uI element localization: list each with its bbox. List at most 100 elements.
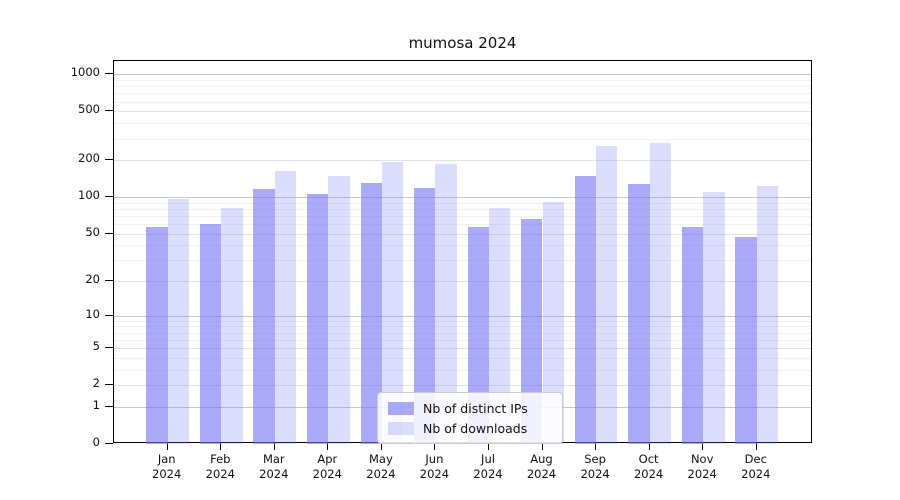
legend-item-downloads: Nb of downloads — [388, 418, 552, 438]
x-tick-label-jun: Jun 2024 — [419, 452, 450, 481]
gridline-100 — [114, 197, 811, 199]
x-tick-may — [380, 443, 382, 450]
bar-distinct-ips-jan — [146, 226, 168, 444]
y-tick-label-2: 2 — [92, 376, 100, 391]
y-tick-1 — [105, 405, 113, 407]
legend-label-distinct-ips: Nb of distinct IPs — [423, 400, 528, 416]
y-tick-label-100: 100 — [78, 188, 100, 203]
x-tick-label-apr: Apr 2024 — [312, 452, 342, 481]
bar-downloads-nov — [703, 192, 725, 444]
x-tick-label-jul: Jul 2024 — [473, 452, 503, 481]
bar-distinct-ips-aug — [521, 219, 543, 444]
x-tick-aug — [541, 443, 543, 450]
gridline-7 — [114, 332, 811, 334]
gridline-70 — [114, 215, 811, 217]
legend: Nb of distinct IPs Nb of downloads — [377, 392, 563, 444]
x-tick-mar — [273, 443, 275, 450]
x-tick-feb — [220, 443, 222, 450]
x-tick-jul — [488, 443, 489, 450]
gridline-40 — [114, 245, 811, 247]
gridline-6 — [114, 339, 811, 341]
x-tick-label-sep: Sep 2024 — [580, 452, 610, 481]
bar-downloads-sep — [596, 145, 618, 444]
y-tick-label-200: 200 — [78, 151, 100, 166]
y-tick-label-1: 1 — [92, 397, 100, 412]
bar-downloads-jul — [489, 207, 511, 444]
gridline-700 — [114, 93, 811, 95]
y-tick-0 — [105, 443, 113, 444]
bar-distinct-ips-dec — [735, 236, 757, 444]
gridline-60 — [114, 224, 811, 225]
bar-distinct-ips-sep — [574, 176, 597, 444]
x-tick-label-aug: Aug 2024 — [526, 452, 557, 481]
y-tick-500 — [105, 110, 113, 112]
legend-item-distinct-ips: Nb of distinct IPs — [388, 398, 552, 418]
bar-downloads-jun — [435, 164, 457, 444]
gridline-300 — [114, 138, 811, 140]
gridline-3 — [114, 369, 811, 371]
bar-distinct-ips-oct — [628, 184, 650, 444]
x-tick-apr — [327, 443, 329, 450]
y-tick-label-0: 0 — [92, 435, 100, 449]
bar-downloads-apr — [328, 175, 350, 444]
gridline-30 — [114, 260, 811, 262]
gridline-200 — [114, 160, 811, 162]
x-tick-sep — [595, 443, 597, 450]
gridline-80 — [114, 208, 811, 210]
gridline-50 — [114, 233, 811, 235]
y-tick-100 — [105, 196, 113, 198]
x-tick-label-mar: Mar 2024 — [259, 452, 289, 481]
gridline-10 — [114, 315, 811, 317]
gridline-9 — [114, 320, 811, 322]
bar-downloads-oct — [649, 142, 671, 444]
y-tick-20 — [105, 280, 113, 282]
x-tick-label-nov: Nov 2024 — [687, 452, 717, 481]
y-tick-50 — [105, 232, 113, 234]
gridline-400 — [114, 123, 811, 125]
gridline-90 — [114, 202, 811, 204]
y-tick-label-1000: 1000 — [70, 65, 100, 80]
bar-downloads-aug — [542, 201, 564, 444]
bar-distinct-ips-jun — [414, 188, 436, 444]
x-tick-oct — [648, 443, 650, 450]
gridline-8 — [114, 326, 811, 328]
y-tick-10 — [105, 314, 113, 316]
gridline-2 — [114, 385, 811, 387]
x-tick-label-jan: Jan 2024 — [152, 452, 182, 481]
x-tick-jan — [166, 443, 168, 450]
bar-distinct-ips-jul — [467, 226, 489, 444]
legend-swatch-distinct-ips — [388, 401, 414, 415]
x-tick-label-dec: Dec 2024 — [741, 452, 771, 481]
x-tick-label-may: May 2024 — [366, 452, 396, 481]
x-tick-label-oct: Oct 2024 — [633, 452, 664, 481]
bar-distinct-ips-mar — [253, 189, 275, 444]
plot-area — [113, 60, 812, 444]
x-tick-dec — [755, 443, 757, 450]
y-tick-200 — [105, 159, 113, 161]
bar-distinct-ips-may — [360, 183, 382, 444]
bar-downloads-jan — [167, 198, 190, 444]
bar-distinct-ips-nov — [681, 226, 704, 444]
gridline-500 — [114, 111, 811, 113]
y-tick-label-500: 500 — [78, 102, 100, 117]
bar-downloads-mar — [274, 170, 297, 444]
y-tick-label-50: 50 — [85, 224, 100, 239]
bar-downloads-dec — [756, 186, 779, 444]
bar-distinct-ips-feb — [199, 224, 222, 444]
y-tick-label-10: 10 — [85, 306, 100, 321]
bar-downloads-feb — [221, 207, 243, 444]
legend-label-downloads: Nb of downloads — [423, 420, 528, 436]
gridline-5 — [114, 348, 811, 350]
y-tick-2 — [105, 384, 113, 386]
gridline-20 — [114, 281, 811, 283]
y-tick-label-5: 5 — [92, 339, 100, 354]
bar-distinct-ips-apr — [306, 193, 329, 444]
gridline-4 — [114, 357, 811, 359]
x-tick-label-feb: Feb 2024 — [205, 452, 235, 481]
x-tick-nov — [702, 443, 704, 450]
legend-swatch-downloads — [388, 421, 414, 435]
y-tick-5 — [105, 347, 113, 349]
chart-title: mumosa 2024 — [408, 34, 517, 52]
x-tick-jun — [434, 443, 436, 450]
gridline-800 — [114, 86, 811, 88]
